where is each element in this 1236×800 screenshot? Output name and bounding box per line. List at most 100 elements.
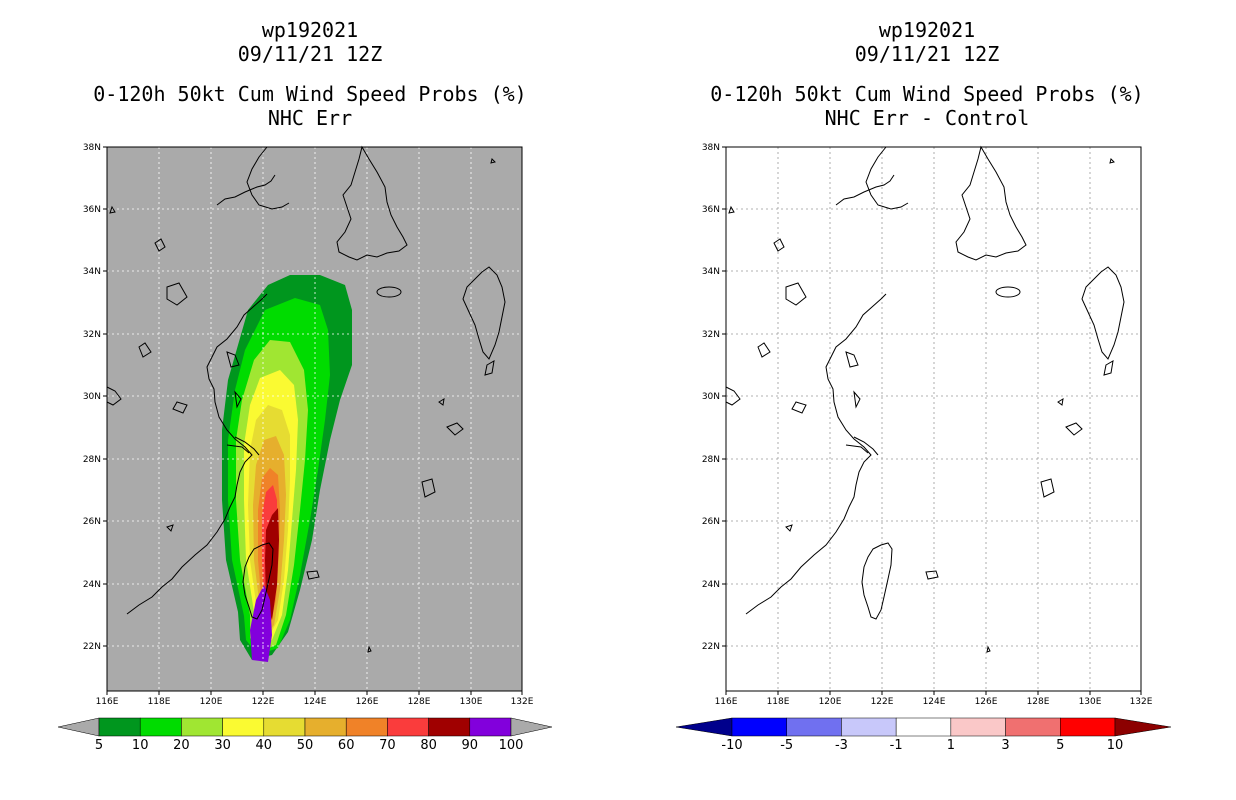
colorbar-label: -3 [835,738,848,753]
colorbar-label: 90 [462,738,479,753]
right-grid [726,147,1141,691]
lat-label: 34N [83,267,101,277]
lon-label: 130E [460,697,483,707]
lon-label: 126E [356,697,379,707]
colorbar-label: 40 [256,738,273,753]
lon-label: 124E [304,697,327,707]
colorbar-swatch [345,717,388,737]
colorbar-swatch [98,717,141,737]
colorbar-label: 20 [173,738,190,753]
left-subtitle: NHC Err [267,106,353,130]
lon-label: 120E [200,697,223,707]
left-grid [107,147,522,691]
lat-label: 36N [83,205,101,215]
colorbar-label: 80 [420,738,437,753]
left-product-title: 0-120h 50kt Cum Wind Speed Probs (%) [93,82,527,106]
lon-label: 116E [715,697,738,707]
lat-label: 38N [83,143,101,153]
colorbar-label: 70 [379,738,396,753]
left-map-panel: 116E 118E 120E 122E 124E 126E 128E 130E … [83,143,534,707]
colorbar-label: 1 [947,738,955,753]
right-title-block: wp192021 09/11/21 12Z 0-120h 50kt Cum Wi… [677,18,1177,130]
colorbar-swatch [731,717,787,737]
colorbar-label: 5 [1056,738,1064,753]
colorbar-swatch [263,717,306,737]
probability-swaths [222,275,352,662]
right-lat-labels: 22N 24N 26N 28N 30N 32N 34N 36N 38N [702,143,720,652]
right-lon-labels: 116E 118E 120E 122E 124E 126E 128E 130E … [715,697,1153,707]
lat-label: 36N [702,205,720,215]
right-colorbar: -10 -5 -3 -1 1 3 5 10 [675,717,1172,753]
lon-label: 116E [96,697,119,707]
lon-label: 132E [511,697,534,707]
lon-label: 132E [1130,697,1153,707]
colorbar-label: 5 [95,738,103,753]
left-datetime: 09/11/21 12Z [237,42,383,66]
colorbar-swatch [387,717,429,737]
colorbar-label: 100 [499,738,524,753]
colorbar-label: -1 [890,738,903,753]
colorbar-swatch [1060,717,1116,737]
lat-label: 22N [83,642,101,652]
right-map-panel: 116E 118E 120E 122E 124E 126E 128E 130E … [702,143,1153,707]
colorbar-swatch [428,717,471,737]
right-map-background [725,146,1142,692]
colorbar-label: 60 [338,738,355,753]
colorbar-left-arrow [57,717,100,737]
left-lon-labels: 116E 118E 120E 122E 124E 126E 128E 130E … [96,697,534,707]
lon-label: 128E [1027,697,1050,707]
lat-label: 28N [702,455,720,465]
colorbar-right-arrow [1114,717,1172,737]
lat-label: 30N [702,392,720,402]
lat-label: 32N [83,330,101,340]
lat-label: 30N [83,392,101,402]
lon-label: 124E [923,697,946,707]
lon-label: 130E [1079,697,1102,707]
colorbar-swatch [950,717,1006,737]
lon-label: 126E [975,697,998,707]
colorbar-label: -10 [721,738,742,753]
lat-label: 28N [83,455,101,465]
colorbar-swatch [786,717,842,737]
right-storm-id: wp192021 [878,18,976,42]
left-title-block: wp192021 09/11/21 12Z 0-120h 50kt Cum Wi… [60,18,560,130]
colorbar-swatch [181,717,223,737]
lon-label: 118E [148,697,171,707]
colorbar-label: 50 [297,738,314,753]
lat-label: 24N [702,580,720,590]
lat-label: 26N [702,517,720,527]
colorbar-swatch [469,717,512,737]
colorbar-label: -5 [780,738,793,753]
left-storm-id: wp192021 [261,18,359,42]
lon-label: 120E [819,697,842,707]
colorbar-right-arrow [510,717,553,737]
lat-label: 24N [83,580,101,590]
left-colorbar: 5 10 20 30 40 50 60 70 80 90 100 [57,717,553,753]
right-datetime: 09/11/21 12Z [854,42,1000,66]
colorbar-swatch [841,717,897,737]
colorbar-swatch [1005,717,1061,737]
colorbar-swatch [222,717,265,737]
lon-label: 122E [252,697,275,707]
colorbar-left-arrow [675,717,733,737]
colorbar-swatch [895,717,952,737]
lon-label: 128E [408,697,431,707]
right-subtitle: NHC Err - Control [824,106,1030,130]
lat-label: 26N [83,517,101,527]
right-product-title: 0-120h 50kt Cum Wind Speed Probs (%) [710,82,1144,106]
lon-label: 122E [871,697,894,707]
colorbar-label: 10 [1107,738,1124,753]
lat-label: 32N [702,330,720,340]
lat-label: 22N [702,642,720,652]
left-lat-labels: 22N 24N 26N 28N 30N 32N 34N 36N 38N [83,143,101,652]
lat-label: 38N [702,143,720,153]
colorbar-swatch [304,717,347,737]
colorbar-label: 3 [1001,738,1009,753]
lon-label: 118E [767,697,790,707]
colorbar-label: 10 [132,738,149,753]
colorbar-label: 30 [214,738,231,753]
colorbar-swatch [139,717,182,737]
lat-label: 34N [702,267,720,277]
prob-90-100 [250,585,272,662]
